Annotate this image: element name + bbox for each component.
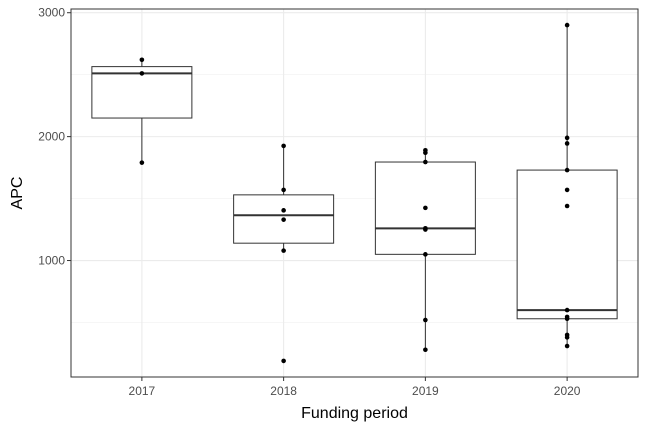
x-tick-label: 2020 [554,384,581,398]
data-point [281,208,286,213]
data-point [564,307,570,313]
data-point [139,71,145,76]
data-point [423,205,428,211]
data-point [564,343,570,349]
data-point [281,187,286,193]
data-point [564,335,570,340]
data-point [281,217,286,222]
data-point [564,187,570,193]
y-tick-label: 3000 [38,6,65,20]
box-iqr [516,169,618,320]
axis-ticks: 1000 2000 3000 2017 2018 2019 2020 [38,6,580,398]
data-point [423,347,428,353]
x-tick-label: 2018 [270,384,297,398]
data-point [564,203,570,209]
x-tick-label: 2019 [412,384,439,398]
y-tick-label: 2000 [38,130,65,144]
y-tick-label: 1000 [38,254,65,268]
data-point [423,150,428,156]
data-point [281,143,286,149]
data-point [564,167,570,173]
data-point [281,358,286,364]
data-point [564,316,570,322]
data-point [564,22,570,28]
plot-panel-border [70,8,639,378]
data-point [423,252,428,257]
data-point [423,227,428,232]
point-layer [139,22,570,364]
data-point [281,248,286,253]
y-axis-title: APC [9,177,26,210]
x-tick-label: 2017 [129,384,156,398]
data-point [423,317,428,323]
box-layer [91,25,618,350]
x-axis-title: Funding period [301,405,408,422]
data-point [564,135,570,141]
data-point [423,159,428,165]
data-point [564,141,570,146]
data-point [139,57,145,63]
data-point [139,160,145,165]
